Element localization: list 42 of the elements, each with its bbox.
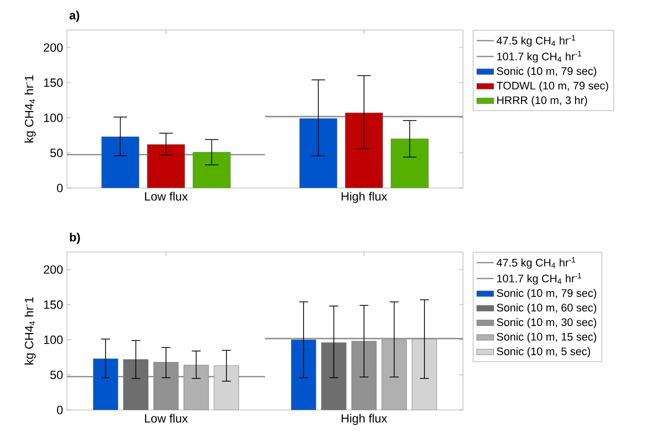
bar <box>214 366 239 410</box>
y-tick-label: 0 <box>56 406 63 414</box>
bar <box>101 136 140 188</box>
y-tick-label: 150 <box>44 78 63 87</box>
legend-label: Sonic (10 m, 5 sec) <box>496 347 590 358</box>
legend-label: Sonic (10 m, 30 sec) <box>496 318 596 328</box>
bar <box>93 358 118 410</box>
legend-label: 101.7 kg CH$_{4}$ hr$^{-1}$ <box>497 273 582 285</box>
y-tick-label: 0 <box>56 184 63 192</box>
bar <box>192 152 231 188</box>
x-tick-label: Low flux <box>145 414 188 423</box>
y-tick-label: 200 <box>44 43 63 52</box>
legend-label: HRRR (10 m, 3 hr) <box>497 96 588 106</box>
legend-label: 47.5 kg CH$_{4}$ hr$^{-1}$ <box>496 35 576 47</box>
bar <box>299 118 338 188</box>
legend-label: 47.5 kg CH$_{4}$ hr$^{-1}$ <box>496 257 576 269</box>
legend-label: Sonic (10 m, 60 sec) <box>496 303 596 314</box>
bar <box>184 364 209 410</box>
bar <box>412 338 437 410</box>
y-axis-title: kg CH4$_{4}$ hr$^{-}$1 <box>24 75 36 142</box>
bar <box>382 340 407 410</box>
x-tick-label: High flux <box>342 192 388 203</box>
y-tick-label: 200 <box>44 265 63 274</box>
y-tick-label: 150 <box>44 300 63 309</box>
x-tick-label: High flux <box>342 414 388 425</box>
bar <box>345 112 383 188</box>
bar <box>390 138 429 188</box>
x-tick-label: Low flux <box>145 192 188 201</box>
legend-label: 101.7 kg CH$_{4}$ hr$^{-1}$ <box>497 51 582 63</box>
y-tick-label: 50 <box>50 148 63 158</box>
legend-label: Sonic (10 m, 15 sec) <box>496 332 596 343</box>
chart-title: b) <box>70 232 80 244</box>
legend-label: TODWL (10 m, 79 sec) <box>496 81 608 92</box>
bar <box>291 340 316 410</box>
y-tick-label: 100 <box>44 336 63 344</box>
legend-label: Sonic (10 m, 79 sec) <box>496 288 596 300</box>
chart-title: a) <box>70 10 80 22</box>
y-tick-label: 50 <box>50 370 63 380</box>
y-axis-title: kg CH4$_{4}$ hr$^{-}$1 <box>24 297 36 364</box>
bar <box>147 144 185 188</box>
y-tick-label: 100 <box>44 114 63 122</box>
legend-label: Sonic (10 m, 79 sec) <box>496 66 596 78</box>
